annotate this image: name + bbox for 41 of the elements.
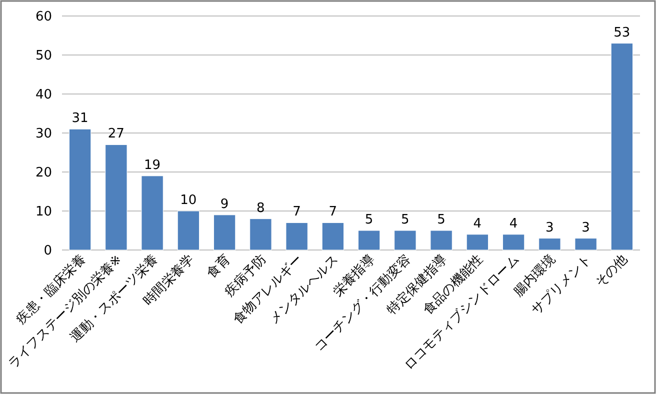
bar (610, 43, 634, 250)
y-tick-label: 60 (35, 10, 52, 24)
data-label: 19 (144, 158, 161, 173)
bar (105, 144, 128, 250)
data-label: 10 (180, 193, 197, 208)
x-tick-label: その他 (592, 252, 631, 290)
bar (358, 230, 380, 250)
bar (68, 128, 92, 250)
bar (430, 230, 452, 250)
data-label: 7 (328, 204, 338, 220)
data-label: 3 (582, 220, 590, 236)
bar (466, 234, 489, 250)
bar (394, 230, 416, 250)
y-tick-label: 30 (35, 126, 52, 142)
data-label: 8 (256, 200, 265, 216)
data-label: 5 (437, 212, 446, 228)
y-tick-label: 0 (44, 244, 52, 258)
bar (213, 214, 236, 250)
bar (502, 234, 525, 250)
data-label: 31 (72, 111, 88, 126)
data-label: 4 (509, 216, 518, 232)
x-tick-label: 食育 (204, 252, 234, 282)
bar (286, 222, 308, 250)
bar (250, 218, 272, 250)
bar (141, 176, 164, 250)
data-label: 53 (614, 25, 630, 40)
y-tick-label: 50 (35, 48, 52, 64)
y-tick-label: 10 (35, 204, 52, 220)
y-tick-label: 20 (35, 166, 52, 180)
bar (177, 210, 200, 250)
bar (322, 222, 344, 250)
bar (538, 238, 561, 250)
y-tick-label: 40 (35, 88, 52, 102)
data-label: 4 (473, 216, 482, 232)
data-label: 27 (108, 126, 124, 142)
bar (574, 238, 597, 250)
data-label: 7 (292, 204, 301, 220)
data-label: 5 (364, 212, 374, 228)
data-label: 5 (401, 212, 410, 228)
data-label: 3 (546, 220, 554, 236)
data-label: 9 (220, 196, 229, 212)
